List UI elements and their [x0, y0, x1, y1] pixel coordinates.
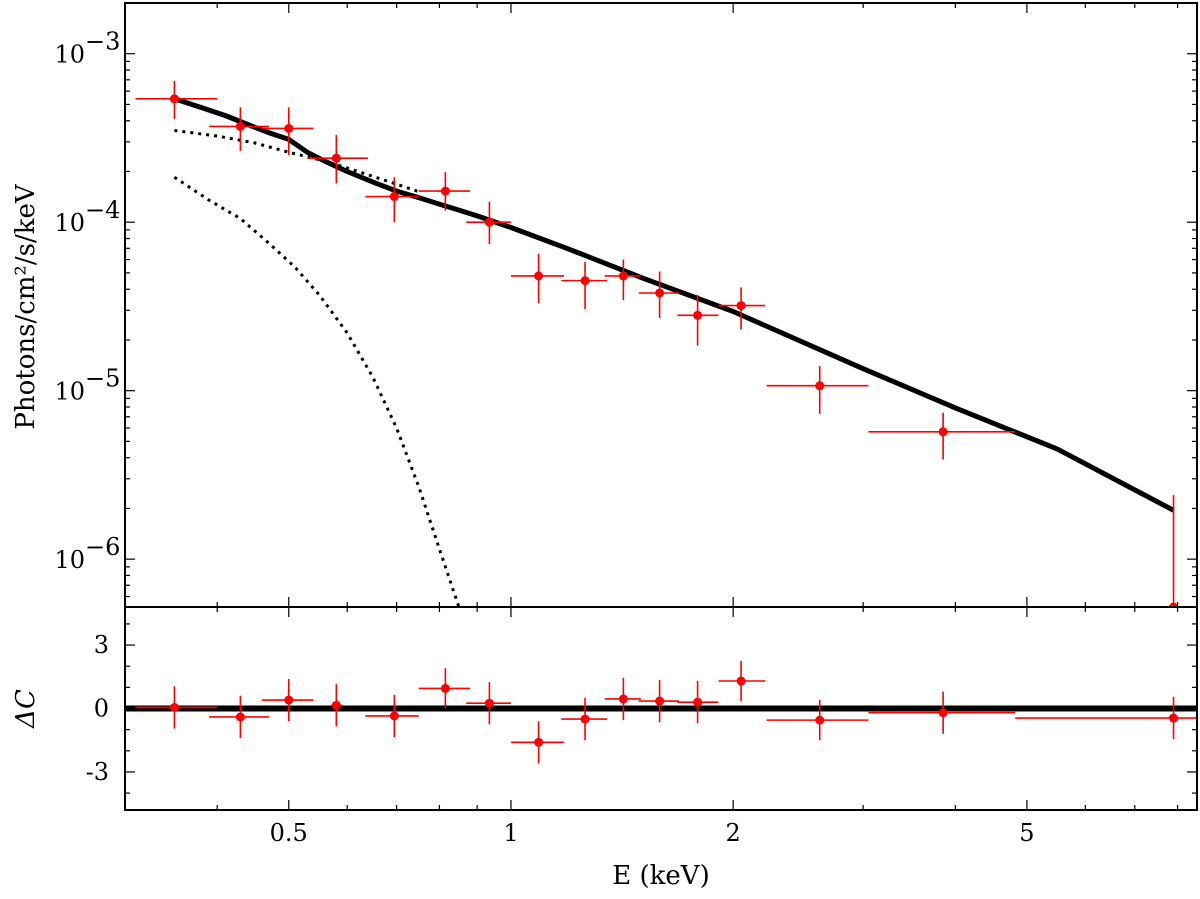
residual-point-12: [718, 660, 766, 702]
residual-marker-5: [440, 683, 450, 693]
x-axis-label: E (keV): [612, 861, 709, 891]
residual-marker-0: [169, 702, 179, 712]
residual-point-0: [135, 686, 218, 729]
spectrum-marker-8: [580, 276, 590, 286]
spectrum-ytick-label-2: 10: [54, 378, 85, 406]
residual-marker-11: [693, 697, 703, 707]
spectrum-point-6: [466, 201, 511, 245]
spectrum-ytick-exponent-1: −4: [85, 196, 120, 224]
residual-marker-3: [331, 700, 341, 710]
x-tick-label-2: 2: [726, 819, 741, 847]
spectrum-marker-6: [484, 217, 494, 227]
model-component-1-line: [174, 129, 420, 194]
spectrum-point-12: [718, 287, 766, 330]
spectrum-point-11: [677, 294, 719, 346]
spectrum-marker-0: [169, 94, 179, 104]
residual-ytick-label-1: 0: [94, 695, 109, 723]
residual-marker-8: [580, 714, 590, 724]
spectrum-point-8: [561, 262, 608, 310]
residual-marks: [125, 660, 1197, 764]
residual-marker-13: [815, 715, 825, 725]
residual-marker-10: [655, 696, 665, 706]
spectrum-ytick-exponent-2: −5: [85, 365, 120, 393]
spectrum-marker-7: [534, 271, 544, 281]
spectrum-ytick-label-3: 10: [54, 546, 85, 574]
spectrum-marks: [135, 80, 1197, 607]
residual-point-8: [561, 697, 608, 741]
spectrum-point-2: [262, 107, 314, 156]
spectrum-ytick-label-0: 10: [54, 41, 85, 69]
spectrum-plot-frame: [124, 2, 1198, 608]
spectrum-ytick-label-1: 10: [54, 209, 85, 237]
spectrum-marker-15: [1169, 602, 1179, 607]
residual-marker-4: [389, 711, 399, 721]
spectrum-point-1: [209, 107, 269, 151]
residual-point-10: [638, 679, 680, 723]
model-total-line: [173, 96, 1175, 513]
spectrum-point-14: [868, 412, 1016, 460]
residual-marker-7: [534, 737, 544, 747]
spectrum-point-0: [135, 80, 218, 119]
residual-point-15: [1015, 696, 1197, 740]
spectrum-panel: 10−310−410−510−6: [54, 2, 1198, 608]
spectrum-marker-4: [389, 192, 399, 202]
spectrum-ytick-exponent-3: −6: [85, 533, 120, 561]
residual-marker-6: [484, 698, 494, 708]
residual-point-14: [868, 691, 1016, 734]
spectrum-axes: 10−310−410−510−6: [54, 2, 1197, 607]
spectrum-point-15: [1015, 495, 1197, 607]
x-tick-label-1: 1: [503, 819, 518, 847]
residual-point-6: [466, 682, 511, 725]
y-axis-label-residual: ΔC: [11, 689, 41, 729]
spectrum-marker-13: [815, 381, 825, 391]
residual-point-4: [365, 694, 419, 738]
spectrum-point-3: [307, 134, 368, 184]
residual-marker-12: [736, 676, 746, 686]
residual-point-9: [604, 677, 641, 721]
spectrum-marker-12: [736, 301, 746, 311]
residual-marker-1: [235, 712, 245, 722]
x-tick-label-0: 0.5: [270, 819, 308, 847]
spectrum-point-4: [365, 177, 419, 223]
residual-axes: 0.5 1 2 5 3 0 -3: [86, 607, 1197, 847]
spectrum-point-5: [418, 172, 470, 211]
residual-marker-2: [284, 695, 294, 705]
residual-marker-15: [1169, 713, 1179, 723]
spectrum-point-9: [604, 259, 641, 301]
spectrum-marker-14: [938, 427, 948, 437]
residual-marker-9: [618, 694, 628, 704]
spectrum-marker-10: [655, 288, 665, 298]
residual-point-3: [330, 684, 342, 727]
spectrum-point-13: [766, 366, 869, 414]
residual-point-2: [262, 678, 314, 722]
residual-marker-14: [938, 708, 948, 718]
residual-point-13: [766, 700, 869, 741]
x-tick-label-3: 5: [1019, 819, 1034, 847]
residual-point-11: [677, 681, 719, 724]
residual-panel: 0.5 1 2 5 3 0 -3: [86, 606, 1198, 847]
model-component-2-line: [173, 175, 461, 607]
spectrum-marker-11: [693, 310, 703, 320]
spectrum-marker-3: [331, 153, 341, 163]
residual-point-5: [418, 668, 470, 709]
y-axis-label-spectrum: Photons/cm²/s/keV: [11, 183, 41, 429]
spectrum-marker-2: [284, 123, 294, 133]
spectrum-marker-9: [618, 271, 628, 281]
residual-ytick-label-2: -3: [86, 758, 109, 786]
spectrum-marker-5: [440, 186, 450, 196]
residual-point-1: [209, 695, 269, 739]
spectrum-point-10: [638, 271, 680, 318]
spectrum-marker-1: [235, 121, 245, 131]
residual-ytick-label-0: 3: [94, 631, 109, 659]
residual-point-7: [510, 721, 565, 764]
spectrum-point-7: [510, 253, 565, 304]
spectrum-ytick-exponent-0: −3: [85, 28, 120, 56]
